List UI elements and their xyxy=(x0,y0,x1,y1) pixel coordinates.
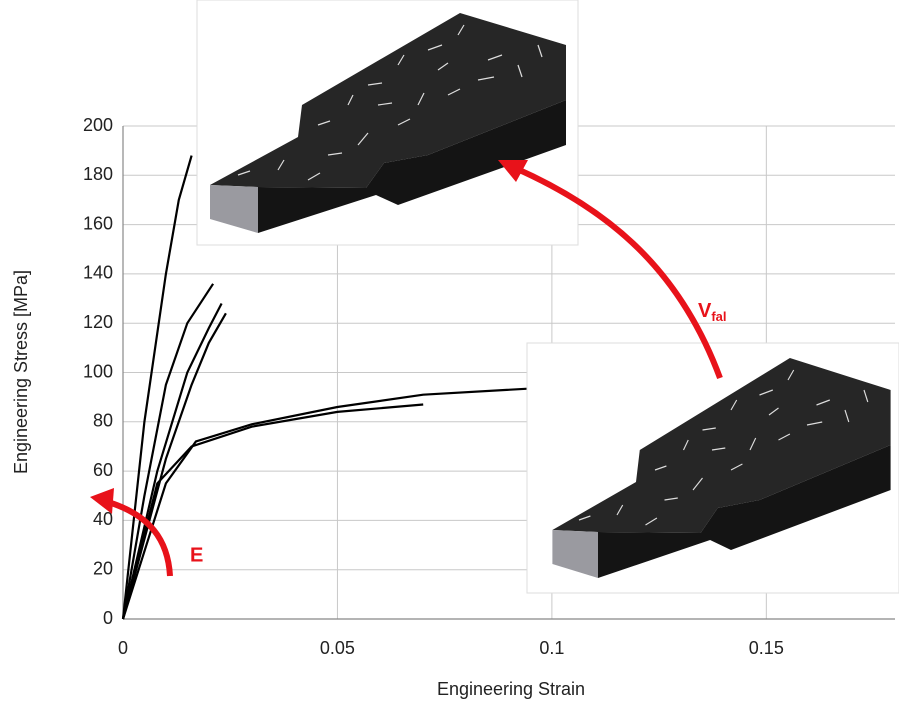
y-axis-label: Engineering Stress [MPa] xyxy=(11,270,31,474)
y-tick-label: 60 xyxy=(93,460,113,480)
stress-strain-curve xyxy=(121,283,215,620)
y-tick-label: 20 xyxy=(93,558,113,578)
annotation: E xyxy=(190,544,203,566)
x-axis-label: Engineering Strain xyxy=(437,679,585,699)
x-tick-label: 0.05 xyxy=(320,638,355,658)
arrow-head xyxy=(90,488,114,514)
stress-strain-curve xyxy=(121,403,424,620)
x-tick-label: 0 xyxy=(118,638,128,658)
y-tick-label: 140 xyxy=(83,263,113,283)
y-tick-label: 0 xyxy=(103,608,113,628)
stress-strain-curve xyxy=(121,386,552,620)
y-tick-label: 40 xyxy=(93,509,113,529)
x-tick-label: 0.15 xyxy=(749,638,784,658)
y-tick-label: 100 xyxy=(83,361,113,381)
annotation-text: V xyxy=(698,300,712,322)
annotation: Vfal xyxy=(698,300,727,324)
arrow xyxy=(513,165,723,380)
y-tick-label: 180 xyxy=(83,164,113,184)
stress-strain-curve xyxy=(121,155,193,620)
y-tick-label: 200 xyxy=(83,115,113,135)
annotation-subscript: fal xyxy=(711,309,726,324)
arrow-head xyxy=(498,160,528,182)
arrow xyxy=(107,499,173,577)
y-tick-label: 160 xyxy=(83,213,113,233)
y-tick-label: 80 xyxy=(93,411,113,431)
stress-strain-curve xyxy=(121,312,227,620)
x-tick-label: 0.1 xyxy=(539,638,564,658)
y-tick-label: 120 xyxy=(83,312,113,332)
